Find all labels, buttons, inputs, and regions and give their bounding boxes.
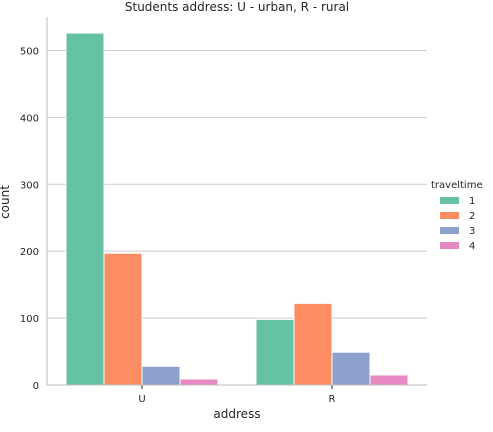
y-tick-label: 400 bbox=[20, 113, 39, 124]
bar-R-traveltime-1 bbox=[255, 318, 295, 386]
legend-items: 1 2 3 4 bbox=[440, 196, 475, 252]
y-tick-label: 100 bbox=[20, 314, 39, 325]
legend-swatch-3 bbox=[440, 227, 459, 234]
y-tick-label: 0 bbox=[33, 381, 39, 392]
bar-U-traveltime-1 bbox=[65, 32, 105, 386]
x-axis-label: address bbox=[213, 407, 260, 421]
bar-U-traveltime-4 bbox=[179, 378, 219, 386]
legend-title: traveltime bbox=[431, 180, 483, 191]
x-tick-label: U bbox=[138, 394, 145, 405]
legend-swatch-2 bbox=[440, 212, 459, 219]
bar-U-traveltime-3 bbox=[141, 365, 181, 386]
axes bbox=[46, 17, 427, 389]
chart-title: Students address: U - urban, R - rural bbox=[125, 0, 349, 14]
y-tick-label: 200 bbox=[20, 247, 39, 258]
legend-label-1: 1 bbox=[469, 196, 475, 207]
legend-swatch-1 bbox=[440, 197, 459, 204]
tick-labels: 0 100 200 300 400 500 U R bbox=[20, 46, 336, 405]
legend-label-2: 2 bbox=[469, 211, 475, 222]
legend-label-3: 3 bbox=[469, 226, 475, 237]
legend: traveltime 1 2 3 4 bbox=[431, 180, 483, 252]
bar-R-traveltime-3 bbox=[331, 351, 371, 386]
legend-swatch-4 bbox=[440, 242, 459, 249]
legend-label-4: 4 bbox=[469, 241, 475, 252]
bars bbox=[65, 32, 409, 386]
bar-U-traveltime-2 bbox=[103, 252, 143, 386]
gridlines bbox=[47, 49, 427, 319]
bar-R-traveltime-4 bbox=[369, 374, 409, 386]
y-tick-label: 500 bbox=[20, 46, 39, 57]
y-axis-label: count bbox=[0, 185, 12, 219]
bar-R-traveltime-2 bbox=[293, 302, 333, 386]
x-tick-label: R bbox=[329, 394, 336, 405]
y-tick-label: 300 bbox=[20, 180, 39, 191]
